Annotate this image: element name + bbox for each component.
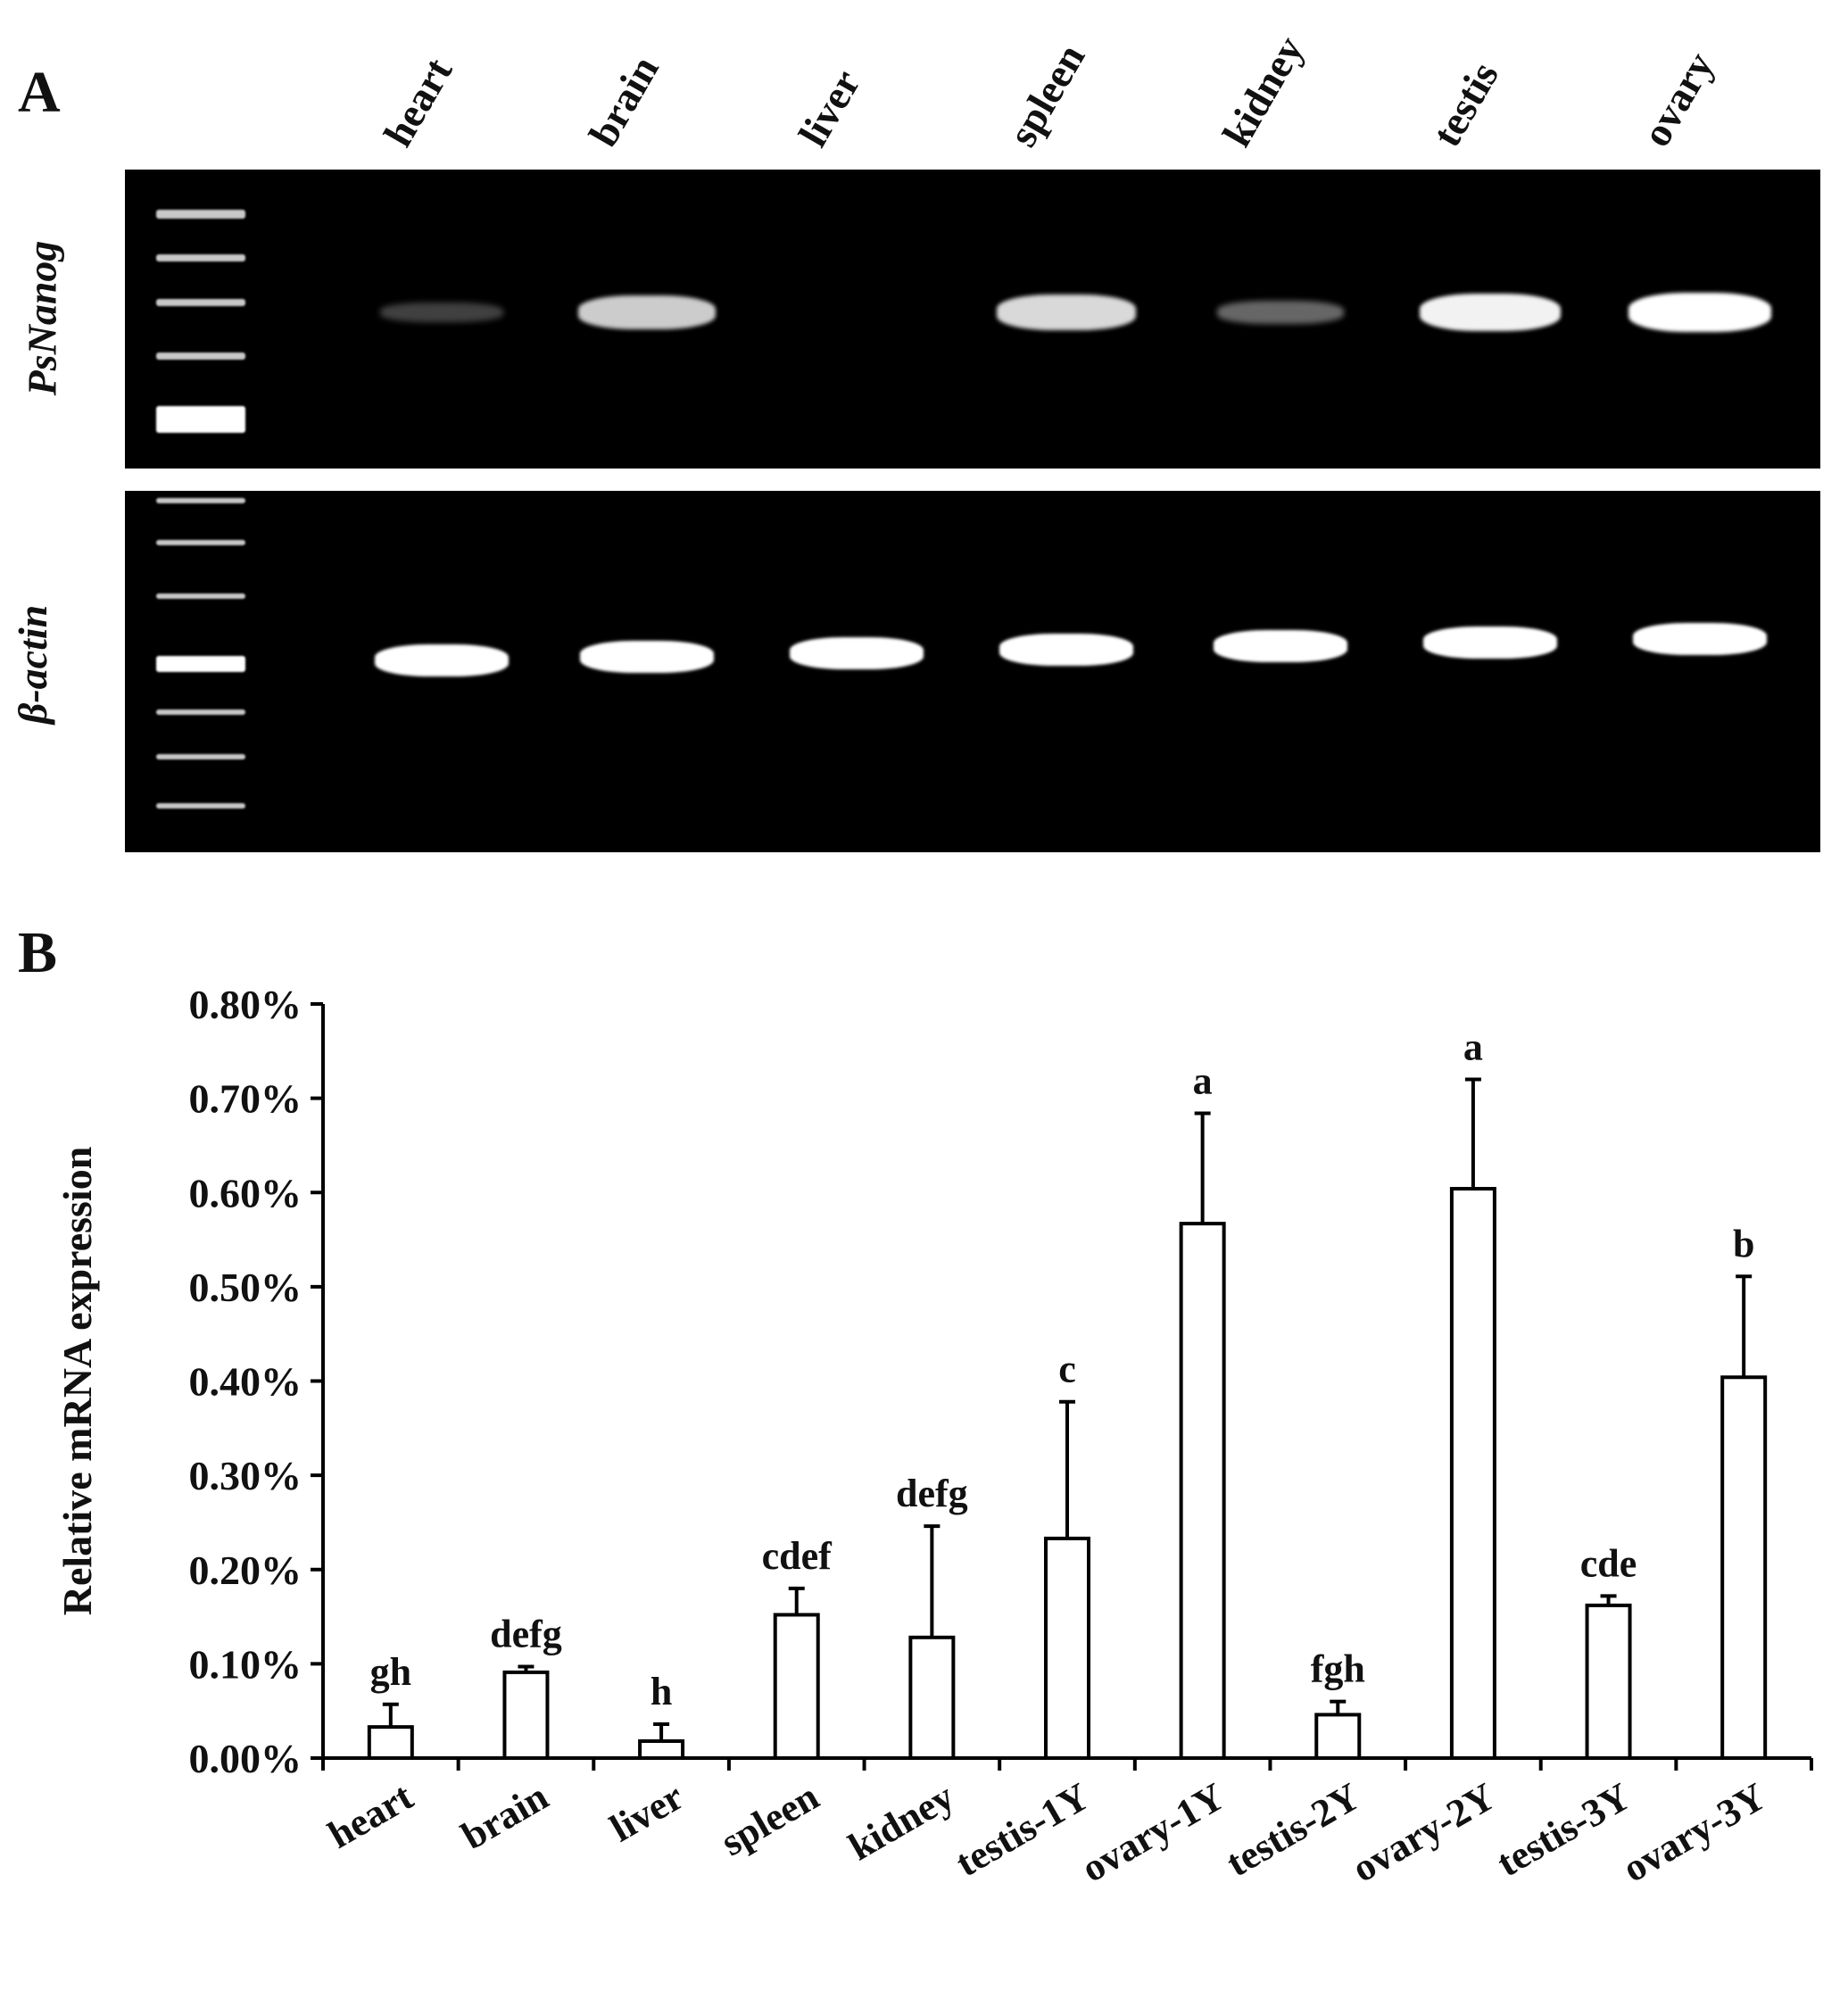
band-actin-liver — [790, 637, 924, 669]
band-nanog-brain — [578, 295, 716, 329]
y-axis-label: Relative mRNA expression — [54, 1147, 100, 1616]
y-tick-label: 0.10% — [189, 1641, 302, 1687]
y-tick-label: 0.20% — [189, 1547, 302, 1593]
sig-label-brain: defg — [490, 1613, 562, 1656]
y-tick-label: 0.50% — [189, 1265, 302, 1310]
band-actin-heart — [375, 644, 509, 676]
band-nanog-heart — [380, 303, 503, 322]
x-tick-label-liver: liver — [603, 1774, 692, 1850]
bar-ovary-3Y — [1720, 1375, 1768, 1760]
lane-label-heart: heart — [374, 50, 461, 154]
y-tick-label: 0.80% — [189, 982, 302, 1027]
x-tick-label-brain: brain — [454, 1774, 555, 1858]
y-tick-label: 0.70% — [189, 1076, 302, 1122]
bar-heart — [367, 1725, 414, 1760]
ladder-band-actin — [156, 709, 245, 715]
ladder-band-nanog — [156, 210, 245, 219]
ladder-band-actin — [156, 754, 245, 759]
sig-label-ovary-2Y: a — [1463, 1025, 1483, 1069]
sig-label-testis-3Y: cde — [1580, 1541, 1637, 1585]
bar-ovary-1Y — [1179, 1222, 1226, 1760]
gel-actin — [125, 491, 1820, 852]
lane-label-kidney: kidney — [1213, 28, 1313, 154]
x-tick-label-ovary-2Y: ovary-2Y — [1345, 1774, 1503, 1890]
lane-label-ovary: ovary — [1632, 44, 1723, 154]
ladder-band-nanog — [156, 299, 245, 306]
x-tick-label-kidney: kidney — [841, 1774, 962, 1869]
gene-label-nanog: PsNanog — [19, 240, 65, 396]
gene-label-actin: β-actin — [10, 604, 56, 725]
bar-brain — [502, 1670, 550, 1760]
ladder-band-nanog — [156, 254, 245, 261]
band-actin-brain — [580, 641, 714, 673]
band-nanog-testis — [1419, 293, 1562, 332]
y-tick-label: 0.60% — [189, 1170, 302, 1215]
sig-label-spleen: cdef — [762, 1534, 833, 1578]
band-nanog-spleen — [997, 295, 1136, 330]
x-tick-label-testis-1Y: testis-1Y — [949, 1774, 1097, 1885]
ladder-band-actin — [156, 803, 245, 809]
band-actin-kidney — [1214, 630, 1347, 662]
panel-b-letter: B — [18, 920, 58, 985]
bar-testis-1Y — [1044, 1536, 1090, 1760]
ladder-band-nanog — [156, 406, 245, 433]
bar-testis-3Y — [1585, 1603, 1632, 1761]
bar-ovary-2Y — [1449, 1187, 1496, 1760]
ladder-band-nanog — [156, 353, 245, 360]
sig-label-testis-1Y: c — [1058, 1348, 1076, 1391]
lane-label-testis: testis — [1422, 54, 1507, 154]
sig-label-liver: h — [651, 1670, 672, 1713]
ladder-band-actin — [156, 498, 245, 503]
x-tick-label-testis-2Y: testis-2Y — [1219, 1774, 1367, 1885]
y-tick-label: 0.30% — [189, 1453, 302, 1498]
x-tick-label-ovary-3Y: ovary-3Y — [1615, 1774, 1773, 1890]
lane-label-spleen: spleen — [999, 36, 1094, 154]
lane-label-brain: brain — [579, 48, 667, 154]
ladder-band-actin — [156, 593, 245, 599]
sig-label-kidney: defg — [896, 1472, 968, 1515]
ladder-band-actin — [156, 540, 245, 545]
sig-label-ovary-1Y: a — [1193, 1059, 1213, 1103]
bar-testis-2Y — [1314, 1713, 1362, 1760]
x-tick-label-spleen: spleen — [714, 1774, 826, 1864]
ladder-band-actin — [156, 656, 245, 672]
band-actin-spleen — [999, 634, 1133, 666]
x-tick-label-ovary-1Y: ovary-1Y — [1074, 1774, 1232, 1890]
sig-label-testis-2Y: fgh — [1311, 1647, 1365, 1691]
lane-label-liver: liver — [789, 62, 869, 154]
sig-label-ovary-3Y: b — [1733, 1222, 1754, 1265]
bar-spleen — [773, 1613, 820, 1761]
y-tick-label: 0.00% — [189, 1736, 302, 1781]
x-tick-label-testis-3Y: testis-3Y — [1489, 1774, 1637, 1885]
band-actin-testis — [1423, 626, 1557, 659]
x-tick-label-heart: heart — [321, 1774, 421, 1857]
gel-nanog — [125, 170, 1820, 469]
bar-chart: 0.00% 0.10% 0.20% 0.30% 0.40% 0.50% 0.60% 0.70%… — [54, 982, 1813, 1891]
y-tick-label: 0.40% — [189, 1359, 302, 1405]
band-nanog-ovary — [1628, 293, 1771, 332]
bar-liver — [638, 1738, 685, 1760]
bar-kidney — [908, 1635, 956, 1760]
band-nanog-kidney — [1217, 301, 1344, 324]
band-actin-ovary — [1633, 623, 1767, 655]
panel-a-letter: A — [18, 60, 61, 125]
sig-label-heart: gh — [370, 1650, 411, 1694]
